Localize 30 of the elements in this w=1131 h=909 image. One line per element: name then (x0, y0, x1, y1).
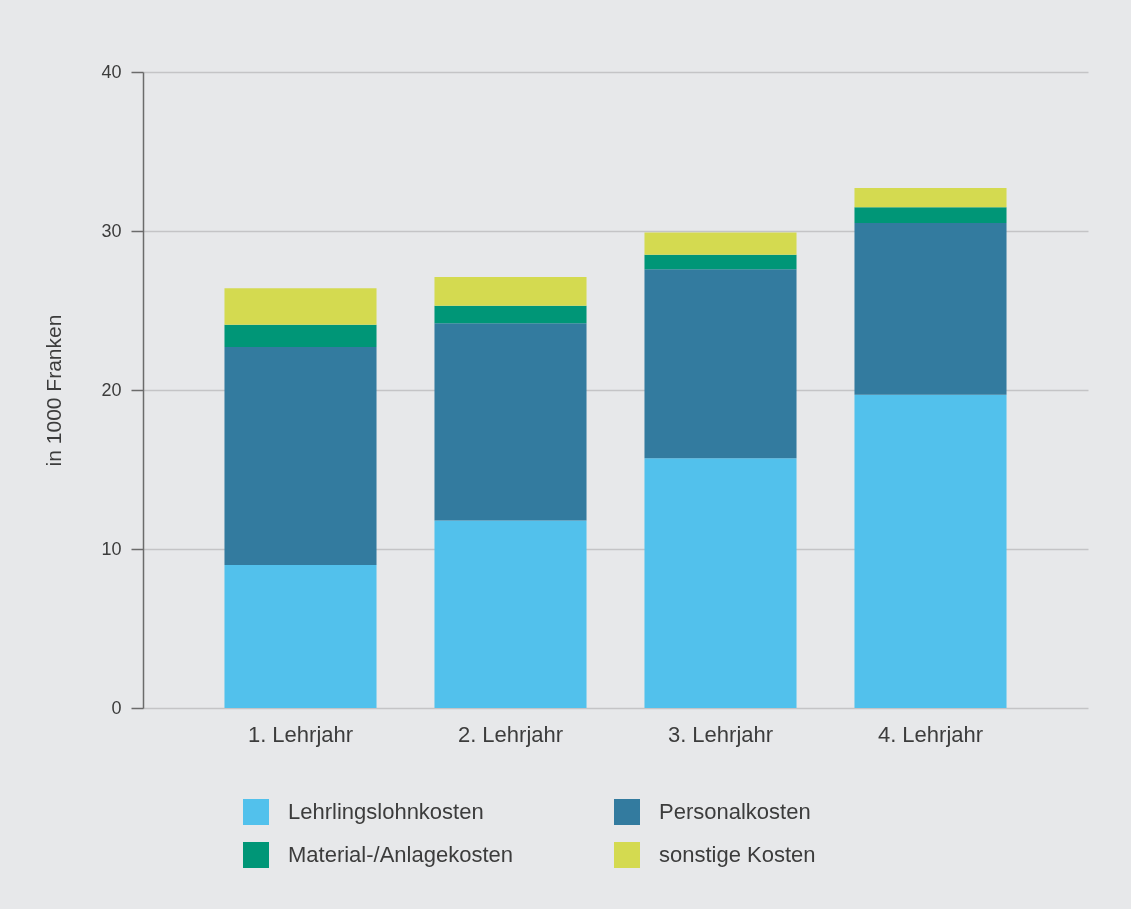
legend-label: Material-/Anlagekosten (288, 842, 514, 867)
bar (224, 288, 377, 325)
bar (854, 188, 1007, 208)
legend-label: Personalkosten (659, 799, 811, 824)
bar (854, 394, 1007, 708)
bar (644, 269, 797, 459)
bar (644, 254, 797, 270)
y-axis-title: in 1000 Franken (42, 314, 66, 467)
bar (224, 324, 377, 348)
x-tick-label: 1. Lehrjahr (247, 721, 354, 747)
y-tick-label: 40 (101, 61, 122, 82)
x-tick-label: 2. Lehrjahr (457, 721, 564, 747)
bar (854, 223, 1007, 395)
bar (434, 323, 587, 521)
x-tick-label: 3. Lehrjahr (667, 721, 774, 747)
bar (434, 520, 587, 708)
bar (434, 305, 587, 324)
bar (434, 277, 587, 306)
legend-label: Lehrlingslohnkosten (288, 799, 484, 824)
y-tick-label: 0 (111, 697, 122, 718)
bar (854, 207, 1007, 224)
bar (224, 347, 377, 565)
bar (224, 564, 377, 708)
y-tick-label: 10 (101, 538, 122, 559)
y-tick-label: 30 (101, 220, 122, 241)
legend-label: sonstige Kosten (659, 842, 816, 867)
bar (644, 232, 797, 255)
bar (644, 458, 797, 708)
y-tick-label: 20 (101, 379, 122, 400)
x-tick-label: 4. Lehrjahr (877, 721, 984, 747)
